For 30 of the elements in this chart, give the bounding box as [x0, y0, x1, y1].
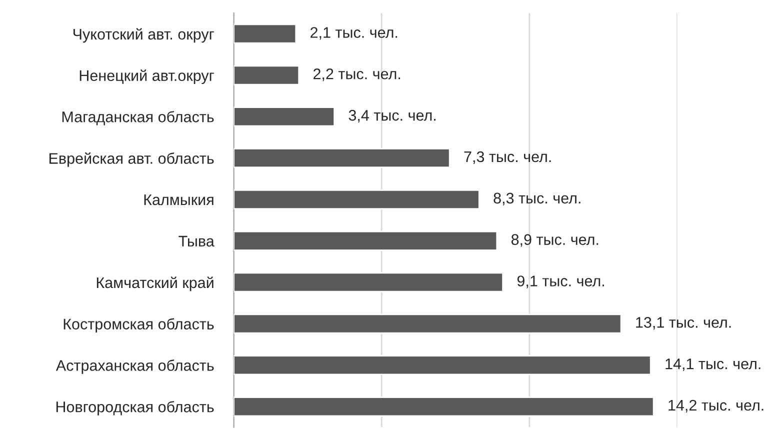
data-label: 2,2 тыс. чел.: [314, 68, 400, 82]
bar: [234, 148, 450, 168]
y-tick-label: Ненецкий авт.округ: [80, 70, 214, 84]
data-label: 8,3 тыс. чел.: [494, 192, 580, 206]
data-label: 13,1 тыс. чел.: [636, 317, 731, 330]
bar: [234, 396, 654, 417]
y-tick-label: Калмыкия: [144, 194, 214, 206]
data-label: 9,1 тыс. чел.: [517, 276, 604, 288]
y-tick-label: Костромская область: [64, 318, 214, 333]
y-tick-label: Тыва: [178, 236, 214, 247]
y-tick-label: Астраханская область: [56, 360, 214, 374]
data-label: 7,3 тыс. чел.: [464, 151, 551, 164]
bar: [234, 189, 480, 210]
bar: [234, 65, 300, 86]
bar: [234, 314, 622, 334]
y-tick-label: Еврейская авт. область: [49, 152, 214, 167]
data-label: 8,9 тыс. чел.: [511, 234, 598, 247]
y-tick-label: Камчатский край: [96, 276, 214, 292]
data-label: 3,4 тыс. чел.: [348, 110, 436, 123]
data-label: 14,1 тыс. чел.: [666, 358, 760, 372]
y-tick-label: Чукотский авт. округ: [74, 28, 214, 43]
y-tick-label: Новгородская область: [56, 400, 214, 416]
data-label: 14,2 тыс. чел.: [668, 400, 764, 412]
bar: [234, 106, 336, 127]
bar: [234, 24, 297, 44]
bar: [234, 230, 498, 251]
data-label: 2,1 тыс. чел.: [310, 27, 398, 40]
bar: [234, 355, 652, 376]
bar: [234, 272, 504, 292]
y-tick-label: Магаданская область: [62, 110, 214, 126]
